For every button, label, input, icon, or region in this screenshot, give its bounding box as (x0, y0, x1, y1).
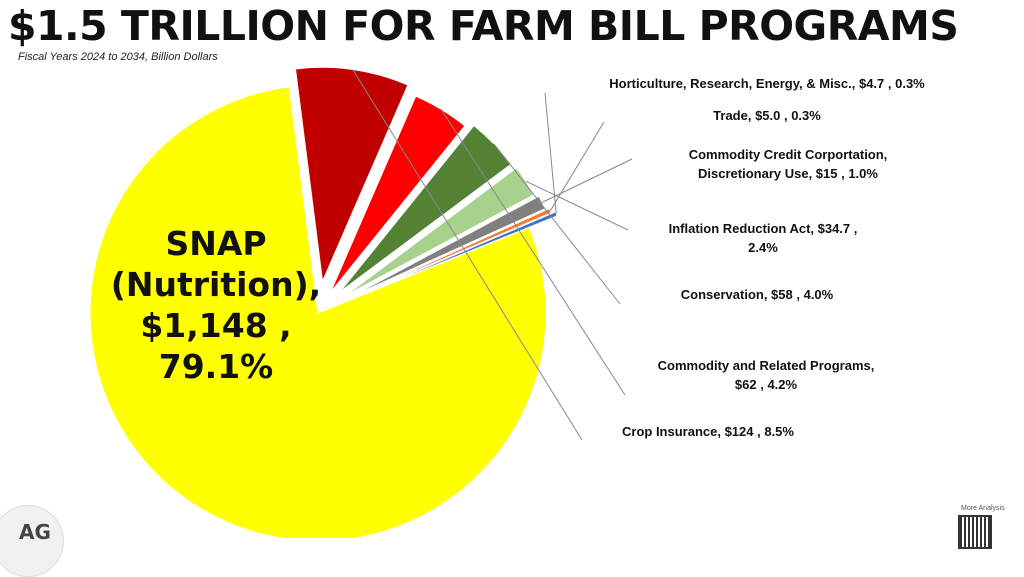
chart-title: $1.5 TRILLION FOR FARM BILL PROGRAMS (8, 2, 959, 50)
slice-label-5: Commodity Credit Corportation, Discretion… (689, 147, 888, 181)
slice-labels: SNAP (Nutrition), $1,148 , 79.1% Crop Insura… (111, 76, 925, 439)
chart-subtitle: Fiscal Years 2024 to 2034, Billion Dolla… (18, 51, 218, 63)
logo-text: AG (19, 520, 51, 544)
pie-slice-0 (89, 86, 547, 538)
slice-label-3: Conservation, $58 , 4.0% (681, 287, 834, 302)
ag-logo: AG (0, 505, 64, 577)
leader-line-3 (493, 143, 621, 305)
leader-line-6 (549, 121, 605, 211)
leader-lines (352, 69, 633, 441)
slice-label-snap: SNAP (Nutrition), $1,148 , 79.1% (111, 224, 321, 386)
leader-line-5 (541, 158, 633, 203)
slice-label-1: Crop Insurance, $124 , 8.5% (622, 424, 794, 439)
leader-line-7 (544, 92, 557, 214)
qr-code-icon[interactable] (958, 515, 992, 549)
slice-label-2: Commodity and Related Programs, $62 , 4.2… (658, 358, 875, 392)
slice-label-6: Trade, $5.0 , 0.3% (713, 108, 821, 123)
slice-label-7: Horticulture, Research, Energy, & Misc.,… (609, 76, 925, 91)
leader-line-4 (525, 180, 629, 231)
pie-chart: SNAP (Nutrition), $1,148 , 79.1% Crop Insura… (89, 66, 925, 538)
pie-slice-6 (354, 207, 553, 298)
leader-line-1 (352, 69, 583, 441)
more-analysis-label: More Analysis (961, 505, 1005, 512)
slice-label-4: Inflation Reduction Act, $34.7 , 2.4% (669, 221, 858, 255)
leader-line-2 (440, 109, 626, 396)
